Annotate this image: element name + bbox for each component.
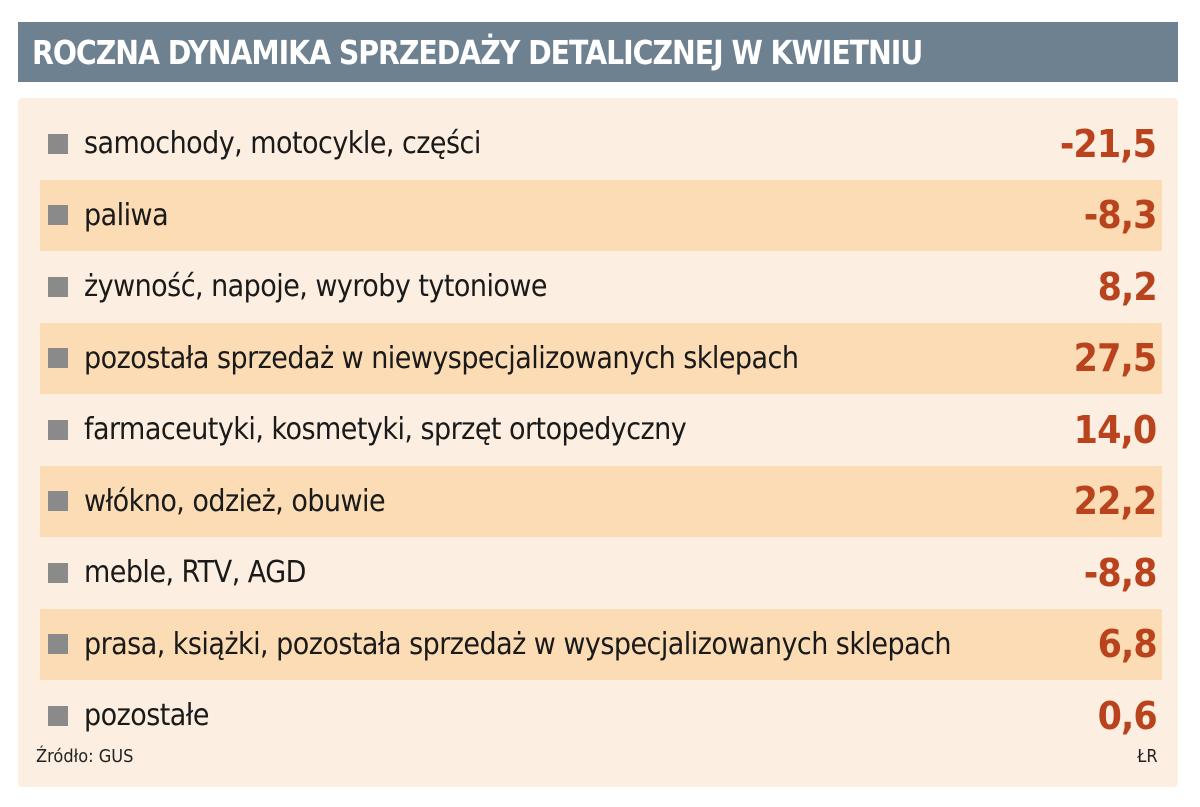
table-rows: samochody, motocykle, części -21,5 paliwa -…	[40, 108, 1162, 752]
square-bullet-icon	[48, 419, 68, 440]
row-value: 0,6	[1097, 693, 1157, 738]
row-label: pozostała sprzedaż w niewyspecjalizowany…	[84, 340, 799, 376]
row-label: farmaceutyki, kosmetyki, sprzęt ortopedy…	[84, 412, 687, 448]
table-row: samochody, motocykle, części -21,5	[40, 108, 1162, 180]
author-credit: ŁR	[1137, 746, 1158, 767]
square-bullet-icon	[48, 276, 68, 297]
table-row: żywność, napoje, wyroby tytoniowe 8,2	[40, 251, 1162, 323]
square-bullet-icon	[48, 562, 68, 583]
row-value: -21,5	[1060, 121, 1157, 166]
source-note: Źródło: GUS	[36, 746, 134, 767]
chart-title: ROCZNA DYNAMIKA SPRZEDAŻY DETALICZNEJ W …	[32, 32, 923, 72]
row-label: paliwa	[84, 197, 169, 233]
row-value: 27,5	[1073, 336, 1158, 381]
table-row: prasa, książki, pozostała sprzedaż w wys…	[40, 608, 1162, 680]
title-bar: ROCZNA DYNAMIKA SPRZEDAŻY DETALICZNEJ W …	[18, 22, 1178, 82]
table-row: włókno, odzież, obuwie 22,2	[40, 465, 1162, 537]
row-value: 6,8	[1097, 622, 1157, 667]
square-bullet-icon	[48, 205, 68, 226]
row-label: włókno, odzież, obuwie	[84, 483, 386, 519]
table-row: pozostałe 0,6	[40, 680, 1162, 752]
row-label: żywność, napoje, wyroby tytoniowe	[84, 269, 548, 305]
row-value: -8,8	[1083, 550, 1158, 595]
table-row: paliwa -8,3	[40, 179, 1162, 251]
row-value: 8,2	[1097, 264, 1157, 309]
row-label: samochody, motocykle, części	[84, 126, 481, 162]
row-value: -8,3	[1083, 193, 1158, 238]
square-bullet-icon	[48, 491, 68, 512]
table-panel: samochody, motocykle, części -21,5 paliwa -…	[18, 98, 1178, 787]
square-bullet-icon	[48, 705, 68, 726]
row-label: pozostałe	[84, 698, 210, 734]
square-bullet-icon	[48, 634, 68, 655]
row-value: 14,0	[1073, 407, 1158, 452]
table-row: farmaceutyki, kosmetyki, sprzęt ortopedy…	[40, 394, 1162, 466]
square-bullet-icon	[48, 348, 68, 369]
table-row: pozostała sprzedaż w niewyspecjalizowany…	[40, 322, 1162, 394]
table-row: meble, RTV, AGD -8,8	[40, 537, 1162, 609]
square-bullet-icon	[48, 133, 68, 154]
row-label: prasa, książki, pozostała sprzedaż w wys…	[84, 626, 951, 662]
row-label: meble, RTV, AGD	[84, 555, 306, 591]
footer: Źródło: GUS ŁR	[36, 746, 1158, 767]
row-value: 22,2	[1073, 479, 1158, 524]
